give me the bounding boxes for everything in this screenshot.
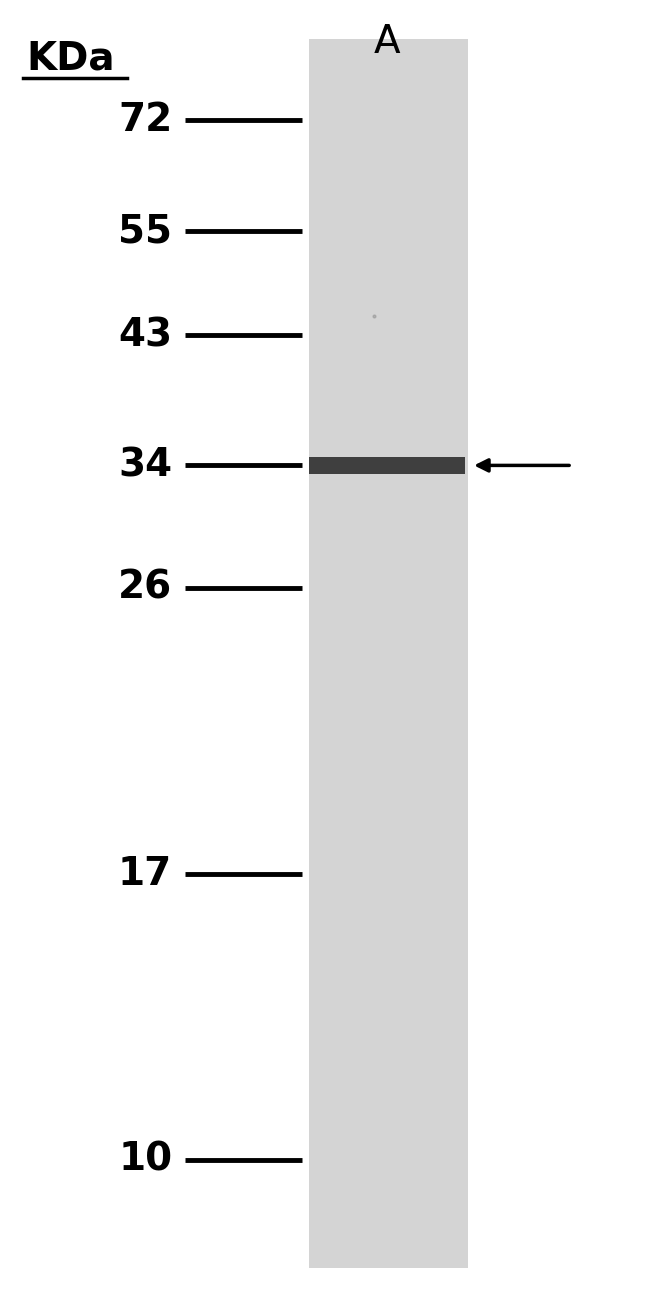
Bar xyxy=(309,456,465,473)
Text: 43: 43 xyxy=(118,316,172,355)
Text: 55: 55 xyxy=(118,212,172,251)
Text: 10: 10 xyxy=(118,1140,172,1179)
Bar xyxy=(309,39,468,1268)
Text: KDa: KDa xyxy=(26,39,114,77)
Text: 34: 34 xyxy=(118,446,172,485)
Text: 72: 72 xyxy=(118,100,172,139)
Text: 17: 17 xyxy=(118,854,172,893)
Text: 26: 26 xyxy=(118,568,172,607)
Text: A: A xyxy=(374,23,400,61)
